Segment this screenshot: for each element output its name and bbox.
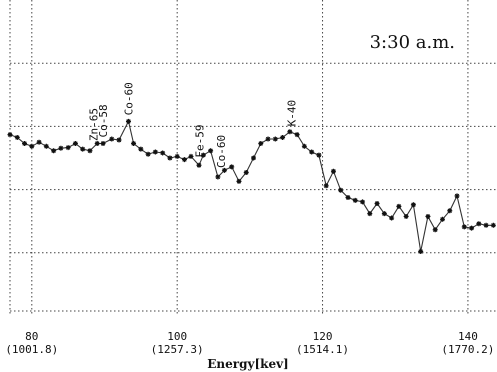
data-point	[221, 167, 227, 173]
data-point	[316, 152, 322, 158]
peak-label: Zn-65	[88, 108, 101, 141]
spectrum-line	[9, 119, 494, 252]
data-point	[490, 222, 496, 228]
data-point	[301, 143, 307, 149]
data-point	[367, 211, 373, 217]
data-point	[280, 134, 286, 140]
time-label: 3:30 a.m.	[370, 32, 455, 53]
data-point	[360, 199, 366, 205]
data-point	[174, 153, 180, 159]
x-tick-label: 80	[25, 330, 38, 343]
data-point	[403, 213, 409, 219]
data-point	[167, 155, 173, 161]
x-tick-label: 120	[313, 330, 333, 343]
data-point	[236, 178, 242, 184]
data-point	[87, 148, 93, 154]
data-point	[294, 132, 300, 138]
data-point	[461, 224, 467, 230]
data-point	[51, 148, 57, 154]
data-point	[160, 150, 166, 156]
data-point	[352, 197, 358, 203]
data-point	[338, 187, 344, 193]
data-point	[447, 208, 453, 214]
data-point	[454, 193, 460, 199]
data-point	[131, 140, 137, 146]
peak-label: K-40	[285, 100, 298, 127]
data-point	[43, 143, 49, 149]
data-point	[330, 168, 336, 174]
data-point	[145, 151, 151, 157]
data-point	[418, 249, 424, 255]
data-point	[483, 222, 489, 228]
x-tick-energy-label: (1257.3)	[151, 343, 204, 356]
data-point	[345, 195, 351, 200]
data-point	[181, 157, 187, 163]
data-point	[229, 164, 235, 170]
data-point	[410, 202, 416, 208]
data-point	[65, 145, 71, 151]
data-point	[29, 143, 35, 149]
grid-lines	[9, 0, 497, 316]
data-point	[265, 136, 271, 142]
data-point	[439, 216, 445, 222]
data-point	[116, 137, 122, 143]
x-tick-energy-label: (1770.2)	[441, 343, 494, 356]
data-point	[80, 146, 86, 152]
data-point	[243, 170, 249, 176]
peak-label: Co-60	[122, 82, 135, 115]
data-point	[215, 174, 221, 180]
data-point	[425, 213, 431, 219]
data-point	[94, 140, 100, 146]
data-point	[58, 145, 64, 151]
data-point	[251, 155, 256, 161]
data-point	[272, 136, 278, 142]
x-tick-energy-label: (1514.1)	[296, 343, 349, 356]
data-point	[287, 129, 293, 135]
data-point	[374, 201, 380, 207]
data-point	[200, 152, 206, 158]
data-point	[72, 140, 78, 146]
data-point	[389, 215, 395, 221]
x-tick-energy-label: (1001.8)	[5, 343, 58, 356]
x-tick-label: 140	[458, 330, 478, 343]
data-point	[476, 221, 482, 227]
data-point	[138, 146, 144, 152]
peak-label: Fe-59	[194, 124, 207, 157]
data-point	[36, 139, 42, 145]
x-axis-label: Energy[kev]	[207, 357, 288, 371]
peak-label: Co-58	[97, 104, 110, 137]
data-point	[188, 153, 194, 159]
data-point	[381, 211, 387, 217]
data-point	[309, 149, 315, 155]
spectrum-series	[7, 118, 496, 255]
x-tick-label: 100	[167, 330, 187, 343]
data-point	[109, 136, 115, 142]
data-point	[14, 134, 20, 140]
data-point	[100, 140, 106, 146]
data-point	[22, 140, 28, 146]
data-point	[258, 140, 264, 146]
data-point	[196, 162, 202, 168]
data-point	[396, 203, 402, 209]
data-point	[432, 227, 438, 233]
data-point	[208, 148, 214, 154]
data-point	[125, 118, 131, 124]
x-tick-labels: 80(1001.8) 100(1257.3) 120(1514.1) 140(1770…	[5, 330, 494, 356]
data-point	[152, 149, 158, 155]
data-point	[7, 132, 13, 138]
data-point	[323, 183, 329, 189]
data-point	[469, 225, 475, 231]
peak-label: Co-60	[215, 135, 228, 168]
